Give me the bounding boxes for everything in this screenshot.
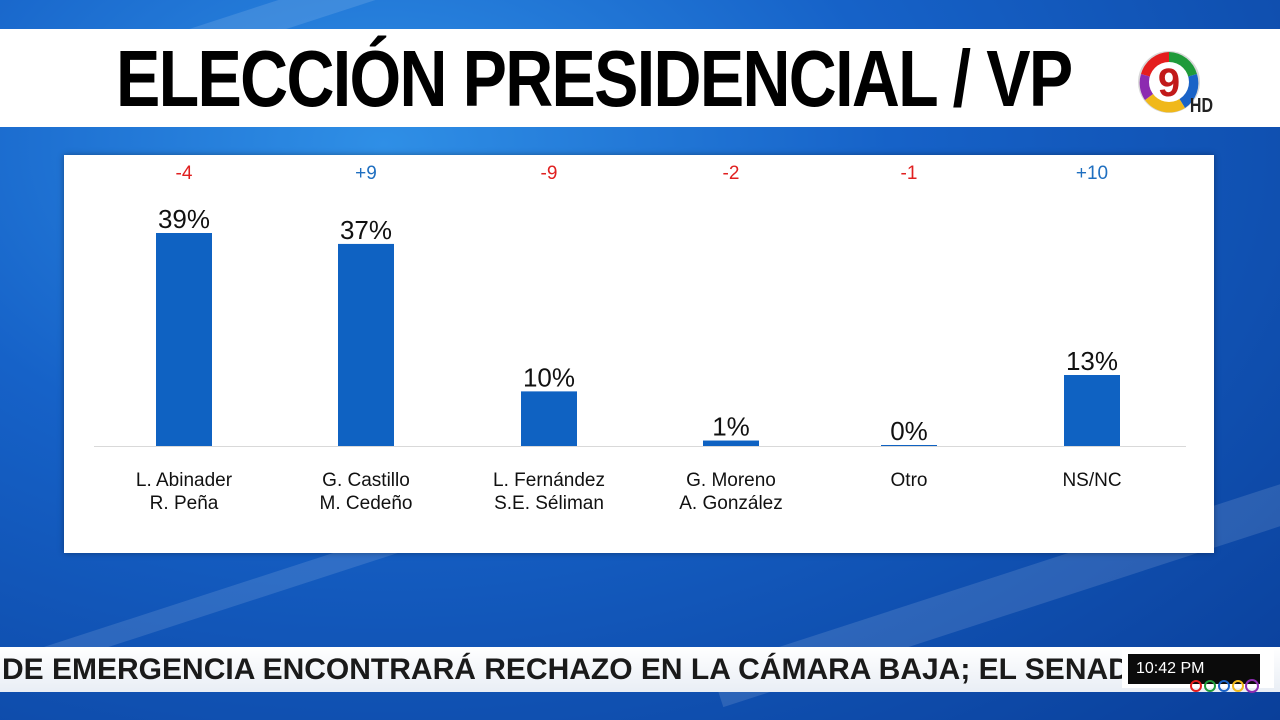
value-label: 13%	[1066, 346, 1118, 376]
change-label: -9	[541, 163, 558, 184]
bar	[881, 445, 937, 446]
category-label: L. Abinader	[136, 470, 233, 491]
bar	[156, 233, 212, 446]
bar	[521, 391, 577, 446]
value-label: 1%	[712, 412, 750, 442]
category-label: G. Moreno	[686, 470, 776, 491]
change-label: -2	[723, 163, 740, 184]
mini-channel-logo-icon	[1190, 679, 1259, 693]
clock: 10:42 PM	[1128, 654, 1260, 684]
change-label: -1	[901, 163, 918, 184]
ticker-text: DE EMERGENCIA ENCONTRARÁ RECHAZO EN LA C…	[2, 653, 1242, 686]
logo-hd-label: HD	[1189, 95, 1214, 117]
chart-panel: 39% -4 L. Abinader R. Peña 37% +9 G. Castillo M…	[64, 155, 1214, 553]
category-label: NS/NC	[1062, 470, 1121, 491]
value-label: 37%	[340, 215, 392, 245]
category-label: G. Castillo	[322, 470, 410, 491]
value-label: 0%	[890, 416, 928, 446]
bar	[1064, 375, 1120, 446]
category-label: R. Peña	[150, 493, 219, 514]
change-label: +10	[1076, 163, 1108, 184]
channel-9-logo-icon: 9	[1138, 51, 1200, 113]
news-ticker: DE EMERGENCIA ENCONTRARÁ RECHAZO EN LA C…	[0, 647, 1280, 692]
title-bar: ELECCIÓN PRESIDENCIAL / VP	[0, 29, 1280, 127]
category-label: A. González	[679, 493, 783, 514]
category-label: M. Cedeño	[320, 493, 413, 514]
category-label: S.E. Séliman	[494, 493, 604, 514]
page-title: ELECCIÓN PRESIDENCIAL / VP	[116, 34, 1073, 123]
bar	[703, 440, 759, 446]
value-label: 10%	[523, 362, 575, 392]
bar	[338, 243, 394, 446]
change-label: +9	[355, 163, 377, 184]
change-label: -4	[176, 163, 193, 184]
category-label: L. Fernández	[493, 470, 605, 491]
value-label: 39%	[158, 204, 210, 234]
category-label: Otro	[891, 470, 928, 491]
logo-badge: 9	[1158, 61, 1180, 105]
